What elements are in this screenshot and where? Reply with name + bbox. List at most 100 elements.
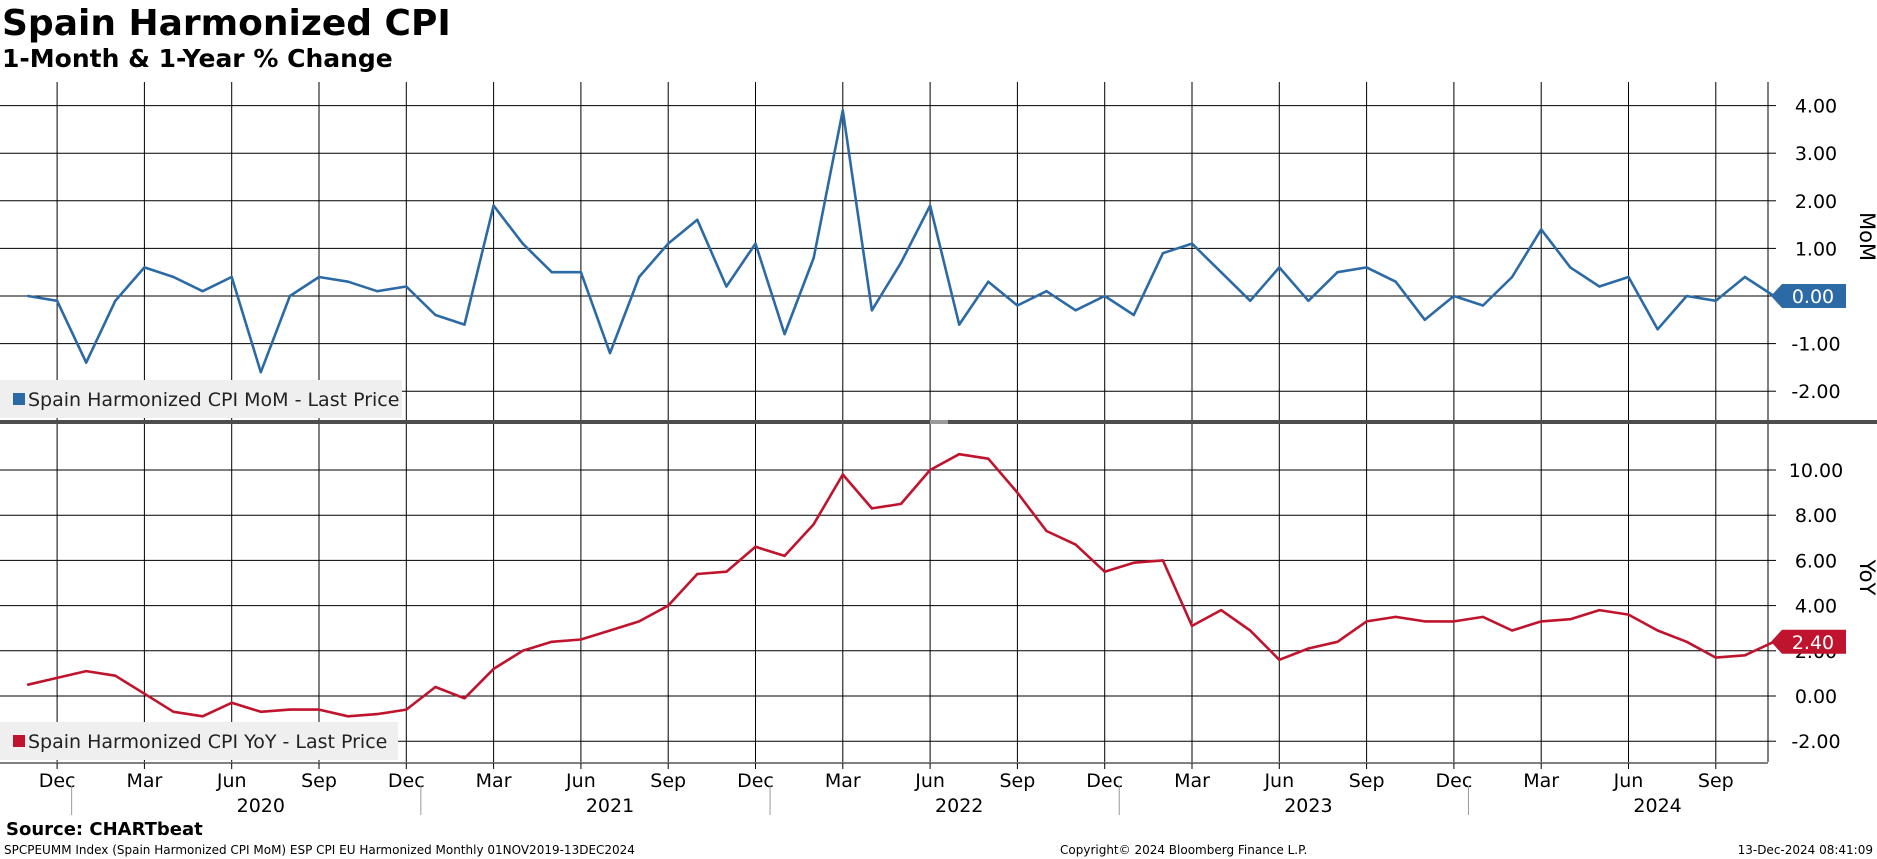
data-point	[1656, 629, 1659, 632]
data-point	[317, 708, 321, 711]
x-tick-label: Sep	[1698, 770, 1734, 792]
data-point	[376, 712, 379, 716]
data-point	[1278, 658, 1281, 661]
data-point	[521, 649, 524, 652]
data-point	[1016, 304, 1019, 307]
data-point	[172, 710, 175, 713]
y-tick-label: 8.00	[1795, 505, 1837, 527]
data-point	[1423, 620, 1427, 623]
data-point	[841, 109, 844, 112]
page-title: Spain Harmonized CPI	[2, 3, 451, 44]
data-point	[870, 309, 874, 312]
data-point	[667, 604, 670, 607]
y-tick-label: -2.00	[1791, 731, 1840, 753]
data-point	[463, 323, 466, 326]
data-point	[1365, 266, 1368, 269]
x-year-label: 2023	[1284, 795, 1332, 817]
data-point	[1132, 561, 1136, 564]
x-tick-label: Jun	[216, 770, 247, 792]
x-tick-label: Dec	[737, 770, 774, 792]
data-point	[870, 507, 874, 510]
x-tick-label: Jun	[914, 770, 945, 792]
data-point	[1714, 299, 1718, 302]
data-point	[26, 683, 30, 686]
data-point	[405, 285, 408, 288]
x-tick-label: Mar	[1523, 770, 1559, 792]
data-point	[899, 502, 903, 506]
y-tick-label: 4.00	[1795, 96, 1837, 118]
y-tick-label: -1.00	[1791, 334, 1840, 356]
data-point	[812, 256, 815, 260]
data-point	[1307, 647, 1310, 650]
data-point	[1278, 266, 1281, 269]
data-point	[1103, 294, 1106, 298]
data-point	[85, 361, 88, 364]
data-point	[754, 242, 757, 245]
data-point	[1074, 309, 1077, 312]
data-point	[259, 371, 262, 374]
data-point	[85, 669, 88, 673]
legend-box	[0, 722, 398, 760]
data-point	[26, 294, 30, 298]
data-point	[1569, 618, 1572, 621]
data-point	[143, 692, 146, 695]
y-tick-label: 10.00	[1789, 460, 1843, 482]
data-point	[143, 266, 146, 269]
last-value-tag	[1771, 629, 1846, 654]
x-tick-label: Dec	[39, 770, 76, 792]
y-tick-label: 0.00	[1795, 686, 1837, 708]
data-point	[696, 218, 699, 221]
legend-label: Spain Harmonized CPI YoY - Last Price	[28, 731, 387, 753]
data-point	[1336, 271, 1339, 274]
data-point	[1219, 608, 1223, 612]
data-point	[1045, 529, 1048, 533]
data-point	[783, 332, 786, 336]
x-tick-label: Mar	[126, 770, 162, 792]
yoy-panel: -2.000.002.004.006.008.0010.00YoY2.40Spa…	[0, 423, 1877, 762]
x-tick-label: Dec	[388, 770, 425, 792]
series-line	[27, 452, 1775, 718]
data-point	[1685, 294, 1688, 298]
data-point	[172, 275, 175, 279]
data-point	[492, 667, 495, 671]
data-point	[1540, 620, 1543, 623]
data-point	[1365, 620, 1368, 623]
data-point	[579, 638, 583, 641]
y-tick-label: 3.00	[1795, 143, 1837, 165]
data-point	[1161, 559, 1165, 562]
x-tick-label: Mar	[1174, 770, 1210, 792]
y-tick-label: -2.00	[1791, 381, 1840, 403]
y-axis-label: MoM	[1855, 212, 1877, 261]
data-point	[987, 457, 990, 460]
data-point	[1656, 328, 1659, 331]
data-point	[1540, 228, 1543, 231]
data-point	[1743, 654, 1747, 657]
data-point	[230, 701, 233, 704]
data-point	[521, 242, 524, 245]
data-point	[1743, 275, 1747, 279]
x-tick-label: Sep	[999, 770, 1035, 792]
x-axis: Dec Mar Jun Sep Dec Mar Jun Sep Dec Mar Jun Sep Dec M…	[0, 762, 1768, 817]
y-tick-label: 6.00	[1795, 550, 1837, 572]
data-point	[1190, 242, 1194, 245]
data-point	[1569, 266, 1572, 269]
data-point	[376, 290, 379, 293]
data-point	[812, 523, 815, 526]
data-point	[1394, 615, 1397, 619]
data-point	[1132, 313, 1136, 317]
data-point	[1249, 299, 1252, 302]
x-tick-label: Jun	[1263, 770, 1294, 792]
source-note: Source: CHARTbeat	[6, 819, 203, 840]
data-point	[987, 280, 990, 283]
data-point	[1685, 640, 1688, 643]
data-point	[1219, 271, 1223, 274]
data-point	[899, 261, 903, 264]
data-point	[958, 323, 961, 326]
data-point	[1452, 620, 1456, 623]
x-tick-label: Mar	[825, 770, 861, 792]
x-year-label: 2020	[237, 795, 285, 817]
x-tick-label: Jun	[1613, 770, 1644, 792]
data-point	[550, 271, 553, 274]
page-subtitle: 1-Month & 1-Year % Change	[2, 44, 393, 73]
data-point	[288, 294, 292, 298]
